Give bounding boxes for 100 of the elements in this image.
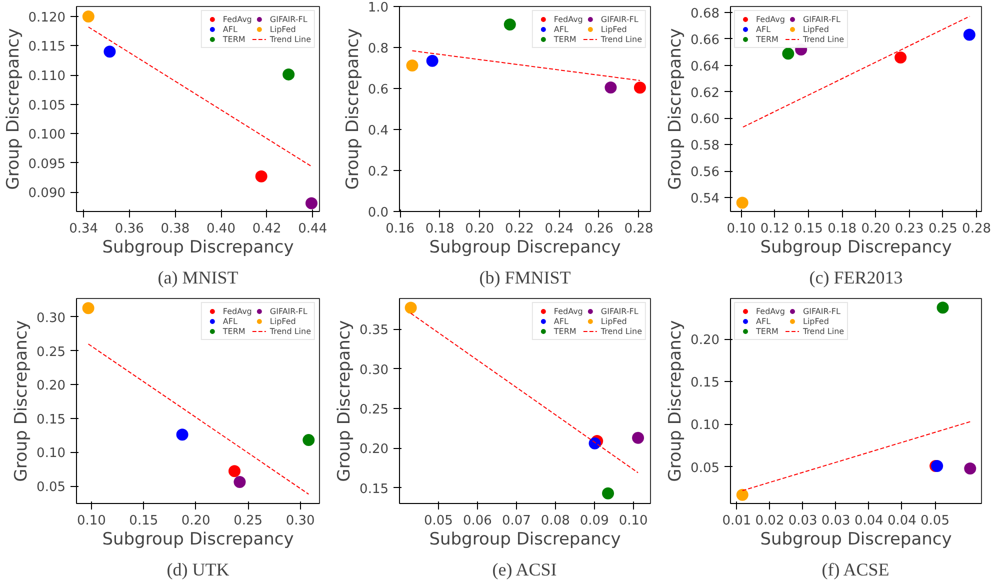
x-tick-label: 0.34 — [69, 222, 98, 236]
y-tick-label: 0.05 — [36, 480, 66, 496]
x-axis-title: Subgroup Discrepancy — [102, 238, 294, 258]
text: (c) FER2013 — [809, 268, 903, 288]
y-axis-title: Group Discrepancy — [666, 28, 686, 190]
x-tick-label: 0.10 — [618, 514, 648, 528]
legend-label: LipFed — [802, 24, 829, 34]
y-tick-label: 0.6 — [368, 82, 389, 98]
x-axis-title: Subgroup Discrepancy — [760, 238, 952, 258]
legend-label: TERM — [222, 326, 246, 336]
x-tick-label: 0.10 — [726, 222, 756, 236]
legend-label: AFL — [222, 316, 238, 326]
x-tick-label: 0.06 — [462, 514, 492, 528]
legend-label: LipFed — [600, 316, 627, 326]
legend-label: AFL — [756, 316, 772, 326]
y-tick-label: 0.20 — [36, 378, 66, 394]
legend-label: TERM — [222, 34, 246, 44]
x-axis-title: Subgroup Discrepancy — [760, 530, 952, 550]
x-tick-label: 0.20 — [465, 222, 494, 236]
legend-label: FedAvg — [554, 14, 583, 24]
y-tick-label: 1.0 — [368, 0, 389, 16]
y-tick-label: 0.115 — [28, 40, 66, 55]
x-tick-label: 0.42 — [252, 222, 282, 236]
y-tick-label: 0.110 — [28, 69, 66, 84]
x-tick-label: 0.38 — [160, 222, 190, 236]
legend-label: Trend Line — [270, 326, 311, 336]
x-tick-label: 0.03 — [788, 514, 818, 528]
legend-label: LipFed — [270, 316, 296, 326]
x-tick-label: 0.22 — [504, 222, 534, 236]
legend-label: GIFAIR-FL — [802, 14, 840, 24]
y-tick-label: 0.120 — [28, 10, 66, 26]
legend-label: LipFed — [600, 24, 627, 34]
x-tick-label: 0.40 — [206, 222, 236, 236]
x-tick-label: 0.28 — [624, 222, 654, 236]
y-tick-label: 0.62 — [690, 86, 720, 101]
x-tick-label: 0.04 — [854, 514, 884, 528]
x-tick-label: 0.28 — [962, 222, 992, 236]
y-tick-label: 0.58 — [690, 138, 720, 154]
y-tick-label: 0.56 — [690, 165, 720, 180]
y-tick-label: 0.15 — [690, 376, 720, 391]
legend-label: Trend Line — [802, 326, 844, 336]
y-tick-label: 0.30 — [360, 362, 389, 378]
y-axis-title: Group Discrepancy — [334, 320, 355, 482]
x-tick-label: 0.44 — [298, 222, 328, 236]
y-tick-label: 0.20 — [360, 442, 389, 458]
y-tick-label: 0.2 — [368, 164, 389, 180]
legend-label: FedAvg — [554, 306, 583, 316]
x-tick-label: 0.24 — [544, 222, 574, 236]
x-tick-label: 0.02 — [755, 514, 784, 528]
y-axis-title: Group Discrepancy — [342, 28, 363, 190]
legend-label: LipFed — [270, 24, 296, 34]
y-tick-label: 0.05 — [690, 460, 720, 476]
legend-label: TERM — [756, 326, 778, 336]
x-tick-label: 0.25 — [928, 222, 958, 236]
x-tick-label: 0.10 — [76, 514, 106, 528]
y-tick-label: 0.095 — [28, 156, 66, 172]
y-tick-label: 0.8 — [368, 42, 389, 56]
y-tick-label: 0.0 — [368, 206, 389, 220]
x-tick-label: 0.01 — [722, 514, 752, 528]
y-tick-label: 0.35 — [360, 323, 389, 338]
y-axis-title: Group Discrepancy — [3, 28, 24, 190]
x-tick-label: 0.15 — [794, 222, 823, 236]
legend-label: GIFAIR-FL — [802, 306, 840, 316]
text: (e) ACSI — [492, 560, 557, 580]
x-axis-title: Subgroup Discrepancy — [429, 238, 621, 258]
text: (f) ACSE — [822, 560, 890, 580]
x-tick-label: 0.20 — [861, 222, 890, 236]
x-axis-title: Subgroup Discrepancy — [102, 530, 294, 550]
x-tick-label: 0.07 — [502, 514, 531, 528]
legend-label: Trend Line — [270, 34, 311, 44]
legend-label: GIFAIR-FL — [270, 14, 308, 24]
legend-label: TERM — [554, 34, 576, 44]
y-tick-label: 0.30 — [36, 310, 66, 326]
y-tick-label: 0.100 — [28, 128, 66, 143]
x-tick-label: 0.05 — [920, 514, 950, 528]
x-axis-title: Subgroup Discrepancy — [429, 530, 621, 550]
x-tick-label: 0.36 — [114, 222, 144, 236]
x-tick-label: 0.23 — [894, 222, 924, 236]
legend-label: FedAvg — [756, 306, 785, 316]
legend-label: Trend Line — [600, 34, 642, 44]
legend-label: TERM — [756, 34, 778, 44]
legend-label: TERM — [554, 326, 576, 336]
legend-label: FedAvg — [222, 14, 252, 24]
y-axis-title: Group Discrepancy — [666, 320, 686, 482]
text: (a) MNIST — [158, 268, 238, 288]
y-tick-label: 0.10 — [36, 446, 66, 462]
legend-label: Trend Line — [802, 34, 844, 44]
text: (b) FMNIST — [479, 268, 571, 288]
y-tick-label: 0.64 — [690, 59, 720, 74]
y-tick-label: 0.66 — [690, 32, 720, 48]
x-tick-label: 0.26 — [584, 222, 614, 236]
legend-label: AFL — [222, 24, 238, 34]
y-tick-label: 0.68 — [690, 6, 720, 22]
x-tick-label: 0.03 — [821, 514, 850, 528]
x-tick-label: 0.16 — [386, 222, 415, 236]
legend-label: GIFAIR-FL — [270, 306, 308, 316]
x-tick-label: 0.15 — [129, 514, 158, 528]
y-tick-label: 0.60 — [690, 112, 720, 128]
x-tick-label: 0.04 — [887, 514, 916, 528]
legend-label: GIFAIR-FL — [600, 14, 638, 24]
